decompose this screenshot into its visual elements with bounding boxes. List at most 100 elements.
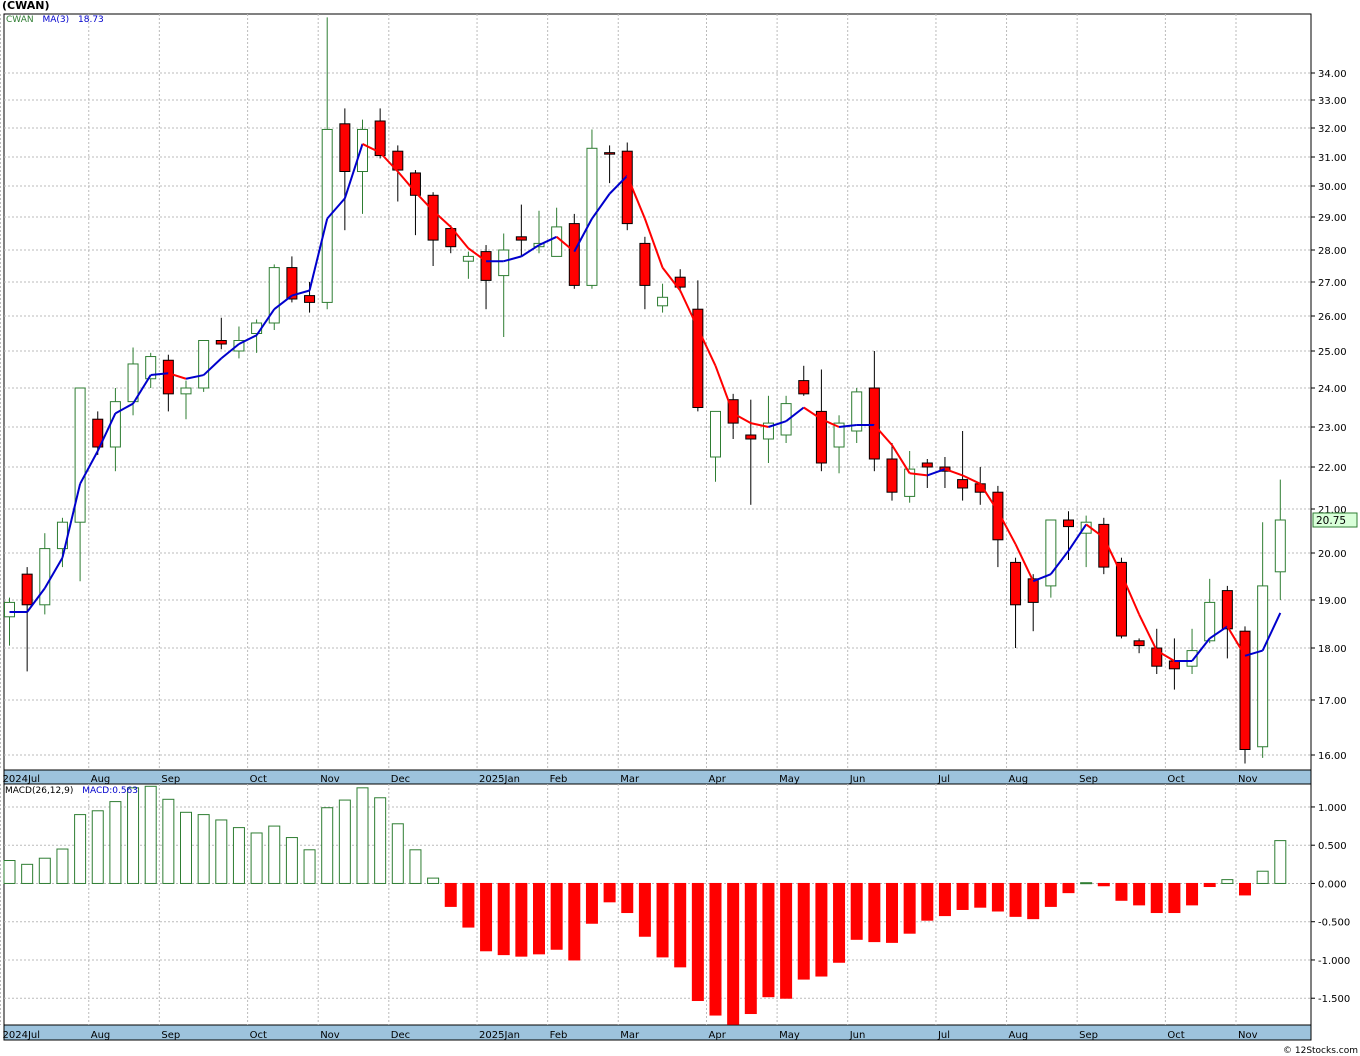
macd-bar	[1080, 882, 1093, 885]
month-label-top: Jul	[937, 774, 950, 785]
ma-segment	[1261, 612, 1282, 652]
candle-body	[886, 458, 898, 493]
price-tick-label: 17.00	[1318, 696, 1347, 707]
macd-legend-label: MACD(26,12,9)	[5, 786, 74, 796]
macd-bar	[38, 857, 51, 884]
macd-bar	[56, 848, 69, 884]
macd-bar	[180, 811, 192, 884]
ma-segment	[909, 472, 928, 477]
ma-segment	[626, 175, 646, 220]
price-tick-label: 19.00	[1318, 596, 1347, 607]
month-label-top: Feb	[550, 774, 568, 785]
candle-body	[268, 267, 280, 324]
ma-segment	[538, 235, 558, 246]
macd-bar	[197, 814, 210, 884]
macd-bar	[1027, 882, 1040, 920]
month-label-bottom: Nov	[1238, 1030, 1258, 1041]
price-pane	[3, 13, 1312, 771]
ma-segment	[432, 210, 452, 228]
macd-tick-label: -1.500	[1318, 994, 1350, 1005]
macd-bar	[338, 799, 351, 884]
candle-body	[286, 267, 298, 300]
macd-bar	[268, 825, 281, 884]
candle-body	[992, 491, 1004, 541]
macd-bar	[533, 882, 545, 955]
macd-bar	[815, 882, 828, 977]
macd-bar	[568, 882, 581, 961]
ma-segment	[750, 422, 769, 428]
candle-body	[868, 387, 880, 460]
candle-body	[339, 123, 351, 173]
candle-body	[180, 387, 192, 395]
candle-body	[604, 152, 616, 155]
macd-bar	[1115, 882, 1128, 901]
candle-body	[1045, 519, 1057, 587]
candle-body	[92, 418, 104, 448]
price-tick-label: 23.00	[1318, 423, 1347, 434]
month-label-top: Sep	[1079, 774, 1098, 785]
candle-body	[815, 410, 827, 464]
ma-segment	[273, 294, 293, 310]
candle-body	[233, 340, 245, 352]
ma-segment	[414, 191, 434, 212]
month-label-bottom: Dec	[391, 1030, 410, 1041]
macd-bar	[727, 882, 740, 1025]
ma-segment	[326, 197, 346, 220]
price-tick-label: 25.00	[1318, 347, 1347, 358]
candle-body	[1274, 519, 1286, 573]
macd-bar	[921, 882, 934, 921]
macd-bar	[1203, 882, 1216, 888]
candle-body	[357, 128, 368, 172]
macd-bar	[1168, 882, 1181, 914]
ma-segment	[926, 468, 946, 477]
ma-segment	[79, 450, 99, 485]
macd-bar	[974, 882, 987, 908]
macd-bar	[585, 882, 598, 924]
ma-segment	[1244, 649, 1263, 657]
month-label-top: Jun	[849, 774, 866, 785]
ma-segment	[944, 468, 963, 477]
ticker-title: (CWAN)	[2, 0, 50, 12]
ma-segment	[202, 357, 222, 376]
price-tick-label: 30.00	[1318, 182, 1347, 193]
price-tick-label: 34.00	[1318, 69, 1347, 80]
macd-tick-label: 1.000	[1318, 803, 1347, 814]
candle-body	[409, 172, 421, 196]
candle-body	[1027, 578, 1039, 603]
macd-bar	[1256, 870, 1269, 884]
candle-body	[780, 403, 792, 436]
ma-segment	[220, 343, 240, 360]
ma-segment	[696, 327, 717, 367]
macd-legend: MACD(26,12,9) MACD:0.563	[5, 786, 138, 796]
ma-segment	[556, 236, 575, 253]
month-label-bottom: Aug	[91, 1030, 111, 1041]
month-label-bottom: Oct	[250, 1030, 267, 1041]
candle-body	[127, 363, 139, 403]
ma-segment	[362, 143, 381, 154]
ma-segment	[114, 402, 134, 415]
ma-segment	[1032, 573, 1052, 583]
macd-bar	[621, 882, 634, 914]
macd-tick-label: 0.000	[1318, 879, 1347, 890]
candle-body	[1168, 660, 1180, 670]
macd-bar	[21, 863, 34, 884]
ma-segment	[343, 143, 364, 199]
legend-symbol: CWAN	[6, 15, 34, 25]
macd-bar	[1062, 882, 1075, 894]
price-tick-label: 28.00	[1318, 246, 1347, 257]
macd-bar	[162, 798, 175, 884]
month-label-top: Sep	[161, 774, 180, 785]
macd-bar	[1274, 840, 1287, 884]
ma-segment	[873, 424, 893, 446]
macd-bar	[480, 882, 493, 952]
last-price-box	[1312, 512, 1358, 528]
macd-bar	[356, 787, 369, 884]
macd-bar	[462, 882, 475, 928]
macd-bar	[321, 807, 334, 884]
candle-body	[145, 356, 157, 380]
macd-bar	[797, 882, 810, 980]
candle-body	[215, 340, 227, 345]
macd-bar	[127, 787, 140, 884]
macd-bar	[762, 882, 775, 998]
